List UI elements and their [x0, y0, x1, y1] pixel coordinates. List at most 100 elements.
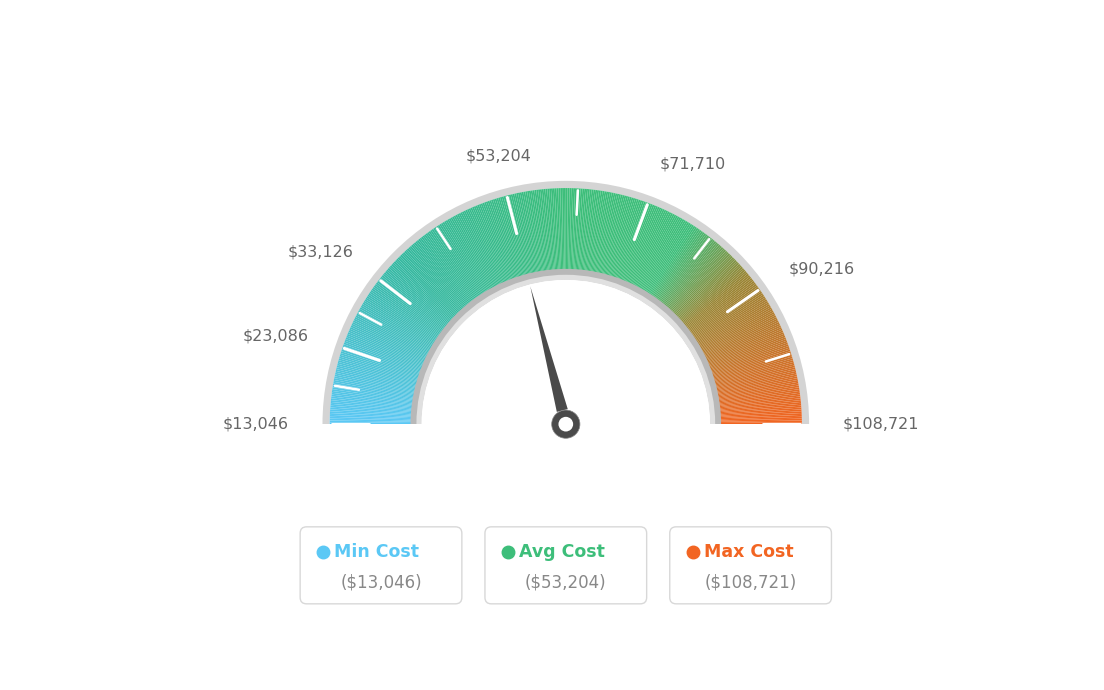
FancyBboxPatch shape	[485, 527, 647, 604]
Wedge shape	[335, 376, 415, 394]
Wedge shape	[330, 402, 413, 411]
Wedge shape	[720, 408, 802, 415]
Wedge shape	[678, 262, 740, 319]
Wedge shape	[542, 189, 551, 271]
Wedge shape	[492, 199, 519, 277]
Wedge shape	[322, 181, 809, 424]
Wedge shape	[631, 210, 668, 286]
Wedge shape	[658, 235, 709, 302]
Wedge shape	[640, 217, 681, 290]
Wedge shape	[683, 273, 747, 326]
Wedge shape	[529, 190, 543, 272]
Wedge shape	[353, 319, 428, 357]
Wedge shape	[447, 219, 489, 291]
Wedge shape	[360, 307, 432, 349]
Wedge shape	[491, 199, 518, 278]
Wedge shape	[428, 231, 477, 299]
Polygon shape	[530, 286, 567, 412]
Wedge shape	[330, 420, 412, 423]
Wedge shape	[692, 290, 761, 337]
Wedge shape	[379, 278, 445, 330]
Wedge shape	[337, 367, 416, 388]
Wedge shape	[332, 387, 414, 402]
Wedge shape	[423, 235, 474, 302]
Wedge shape	[396, 259, 456, 317]
Wedge shape	[693, 293, 763, 339]
Wedge shape	[713, 358, 793, 382]
Wedge shape	[457, 214, 496, 288]
Wedge shape	[330, 417, 412, 420]
Wedge shape	[341, 351, 420, 377]
Wedge shape	[714, 360, 794, 384]
Wedge shape	[357, 312, 431, 352]
Wedge shape	[634, 212, 671, 286]
Wedge shape	[660, 237, 712, 303]
Wedge shape	[340, 355, 418, 380]
Wedge shape	[342, 346, 421, 374]
Wedge shape	[596, 193, 614, 273]
Wedge shape	[332, 389, 414, 402]
Wedge shape	[648, 225, 694, 295]
Wedge shape	[699, 306, 771, 348]
Wedge shape	[497, 198, 522, 277]
Wedge shape	[330, 411, 412, 417]
Wedge shape	[351, 324, 426, 359]
Wedge shape	[385, 270, 448, 325]
Wedge shape	[449, 218, 490, 290]
Wedge shape	[461, 211, 499, 286]
Polygon shape	[309, 424, 822, 629]
Wedge shape	[614, 199, 640, 278]
Wedge shape	[331, 395, 413, 406]
Wedge shape	[495, 199, 520, 277]
Wedge shape	[452, 217, 492, 289]
Wedge shape	[715, 366, 795, 387]
Wedge shape	[399, 256, 458, 315]
Wedge shape	[390, 265, 452, 322]
Wedge shape	[335, 373, 415, 392]
FancyBboxPatch shape	[300, 527, 461, 604]
Wedge shape	[381, 277, 446, 329]
Wedge shape	[330, 419, 412, 422]
Wedge shape	[331, 400, 413, 410]
Wedge shape	[693, 291, 762, 339]
Wedge shape	[559, 188, 562, 270]
Wedge shape	[705, 325, 781, 361]
Wedge shape	[608, 197, 634, 277]
Wedge shape	[628, 208, 664, 284]
Wedge shape	[468, 208, 503, 284]
Wedge shape	[664, 242, 718, 306]
Wedge shape	[371, 290, 439, 337]
Wedge shape	[645, 222, 689, 293]
Wedge shape	[624, 206, 656, 282]
Wedge shape	[597, 193, 616, 274]
Text: $90,216: $90,216	[788, 262, 854, 277]
Wedge shape	[361, 306, 433, 348]
Wedge shape	[651, 228, 699, 297]
Wedge shape	[341, 349, 420, 377]
Text: ($108,721): ($108,721)	[704, 573, 797, 591]
Wedge shape	[691, 287, 758, 335]
Wedge shape	[572, 188, 577, 270]
Wedge shape	[666, 245, 721, 308]
Wedge shape	[520, 193, 537, 273]
Wedge shape	[701, 312, 775, 352]
Wedge shape	[697, 299, 767, 344]
Wedge shape	[562, 188, 564, 270]
Wedge shape	[720, 406, 802, 413]
Wedge shape	[716, 373, 797, 392]
Wedge shape	[670, 250, 728, 312]
Wedge shape	[538, 190, 549, 271]
Wedge shape	[534, 190, 546, 272]
Wedge shape	[594, 192, 611, 273]
Wedge shape	[686, 275, 750, 328]
Wedge shape	[357, 314, 429, 353]
Wedge shape	[368, 295, 437, 341]
Wedge shape	[652, 229, 700, 297]
Wedge shape	[392, 262, 454, 319]
Wedge shape	[465, 210, 501, 285]
Wedge shape	[560, 188, 563, 270]
Wedge shape	[599, 194, 619, 274]
Wedge shape	[635, 213, 673, 287]
Wedge shape	[405, 250, 463, 311]
Wedge shape	[638, 215, 678, 288]
